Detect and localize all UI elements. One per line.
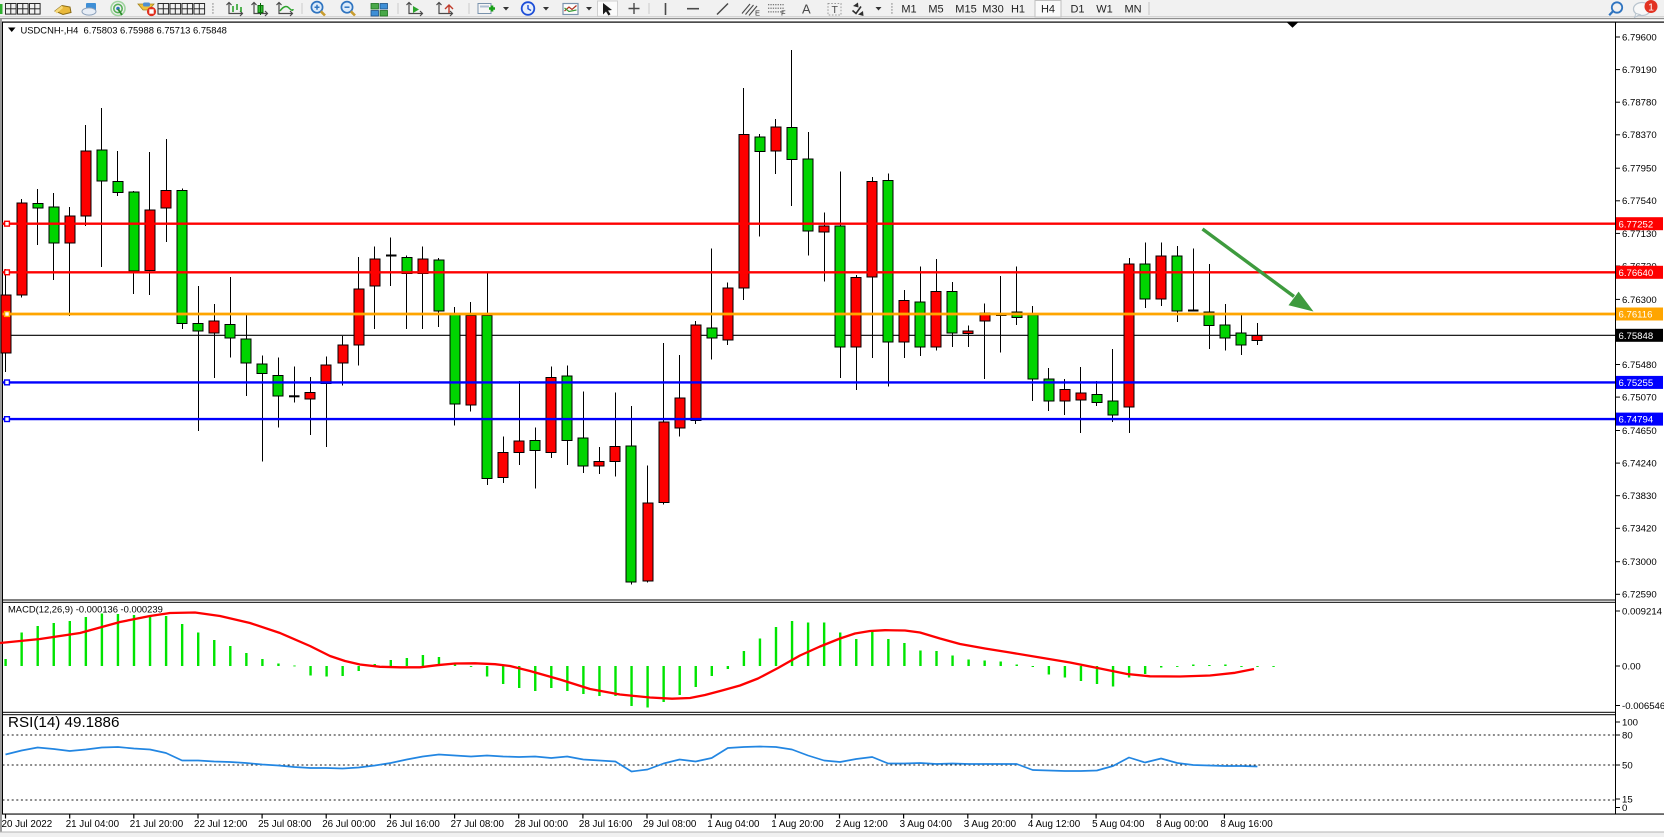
svg-text:T: T bbox=[832, 4, 839, 16]
svg-text:6.77130: 6.77130 bbox=[1622, 229, 1657, 240]
svg-text:6.76300: 6.76300 bbox=[1622, 295, 1657, 306]
svg-text:6.77540: 6.77540 bbox=[1622, 196, 1657, 207]
svg-text:D1: D1 bbox=[1070, 4, 1084, 16]
svg-text:6.73830: 6.73830 bbox=[1622, 491, 1657, 502]
svg-text:3 Aug 04:00: 3 Aug 04:00 bbox=[900, 819, 953, 830]
svg-text:6.74650: 6.74650 bbox=[1622, 426, 1657, 437]
svg-text:H4: H4 bbox=[1041, 4, 1055, 16]
svg-text:H1: H1 bbox=[1011, 4, 1025, 16]
svg-text:A: A bbox=[802, 2, 811, 17]
svg-text:6.75070: 6.75070 bbox=[1622, 393, 1657, 404]
svg-text:50: 50 bbox=[1622, 760, 1633, 771]
svg-text:6.76640: 6.76640 bbox=[1619, 268, 1654, 279]
svg-text:6.78780: 6.78780 bbox=[1622, 98, 1657, 109]
svg-text:26 Jul 00:00: 26 Jul 00:00 bbox=[322, 819, 376, 830]
svg-text:80: 80 bbox=[1622, 730, 1633, 741]
svg-text:6.76116: 6.76116 bbox=[1619, 310, 1653, 321]
svg-text:M15: M15 bbox=[955, 4, 976, 16]
svg-text:MN: MN bbox=[1124, 4, 1141, 16]
svg-text:2 Aug 12:00: 2 Aug 12:00 bbox=[836, 819, 889, 830]
svg-text:6.75255: 6.75255 bbox=[1619, 378, 1654, 389]
svg-text:8 Aug 16:00: 8 Aug 16:00 bbox=[1220, 819, 1273, 830]
svg-text:6.75848: 6.75848 bbox=[1619, 331, 1654, 342]
svg-text:6.73420: 6.73420 bbox=[1622, 524, 1657, 535]
svg-text:22 Jul 12:00: 22 Jul 12:00 bbox=[194, 819, 248, 830]
svg-text:6.79190: 6.79190 bbox=[1622, 65, 1657, 76]
svg-text:6.79600: 6.79600 bbox=[1622, 32, 1657, 43]
svg-text:MACD(12,26,9) -0.000136 -0.000: MACD(12,26,9) -0.000136 -0.000239 bbox=[8, 604, 163, 615]
svg-text:M1: M1 bbox=[901, 4, 916, 16]
svg-text:-0.006546: -0.006546 bbox=[1622, 701, 1664, 712]
svg-text:27 Jul 08:00: 27 Jul 08:00 bbox=[451, 819, 505, 830]
svg-text:1: 1 bbox=[1648, 1, 1654, 13]
svg-text:100: 100 bbox=[1622, 717, 1638, 728]
svg-text:6.78370: 6.78370 bbox=[1622, 130, 1657, 141]
svg-text:0.009214: 0.009214 bbox=[1622, 606, 1663, 617]
svg-text:E: E bbox=[755, 9, 760, 18]
svg-text:F: F bbox=[781, 9, 786, 18]
svg-text:3 Aug 20:00: 3 Aug 20:00 bbox=[964, 819, 1017, 830]
svg-text:6.75480: 6.75480 bbox=[1622, 360, 1657, 371]
svg-text:15: 15 bbox=[1622, 794, 1633, 805]
svg-text:M5: M5 bbox=[928, 4, 943, 16]
svg-text:6.77252: 6.77252 bbox=[1619, 219, 1654, 230]
svg-text:6.74794: 6.74794 bbox=[1619, 415, 1654, 426]
svg-text:RSI(14) 49.1886: RSI(14) 49.1886 bbox=[8, 714, 119, 731]
svg-text:0: 0 bbox=[1622, 803, 1627, 814]
svg-text:29 Jul 08:00: 29 Jul 08:00 bbox=[643, 819, 697, 830]
svg-text:6.73000: 6.73000 bbox=[1622, 557, 1657, 568]
svg-text:M30: M30 bbox=[982, 4, 1003, 16]
svg-text:5 Aug 04:00: 5 Aug 04:00 bbox=[1092, 819, 1145, 830]
svg-text:26 Jul 16:00: 26 Jul 16:00 bbox=[386, 819, 440, 830]
svg-text:28 Jul 00:00: 28 Jul 00:00 bbox=[515, 819, 569, 830]
svg-text:4 Aug 12:00: 4 Aug 12:00 bbox=[1028, 819, 1081, 830]
svg-text:USDCNH-,H4 6.75803 6.75988 6.: USDCNH-,H4 6.75803 6.75988 6.75713 6.758… bbox=[21, 25, 227, 36]
svg-text:20 Jul 2022: 20 Jul 2022 bbox=[2, 819, 53, 830]
svg-text:25 Jul 08:00: 25 Jul 08:00 bbox=[258, 819, 312, 830]
svg-text:21 Jul 04:00: 21 Jul 04:00 bbox=[66, 819, 120, 830]
svg-text:6.72590: 6.72590 bbox=[1622, 590, 1657, 601]
svg-text:6.77950: 6.77950 bbox=[1622, 164, 1657, 175]
svg-text:28 Jul 16:00: 28 Jul 16:00 bbox=[579, 819, 633, 830]
svg-text:21 Jul 20:00: 21 Jul 20:00 bbox=[130, 819, 184, 830]
svg-text:0.00: 0.00 bbox=[1622, 661, 1641, 672]
svg-text:1 Aug 04:00: 1 Aug 04:00 bbox=[707, 819, 760, 830]
svg-text:W1: W1 bbox=[1096, 4, 1113, 16]
svg-text:1 Aug 20:00: 1 Aug 20:00 bbox=[771, 819, 824, 830]
svg-text:6.74240: 6.74240 bbox=[1622, 459, 1657, 470]
svg-text:8 Aug 00:00: 8 Aug 00:00 bbox=[1156, 819, 1209, 830]
